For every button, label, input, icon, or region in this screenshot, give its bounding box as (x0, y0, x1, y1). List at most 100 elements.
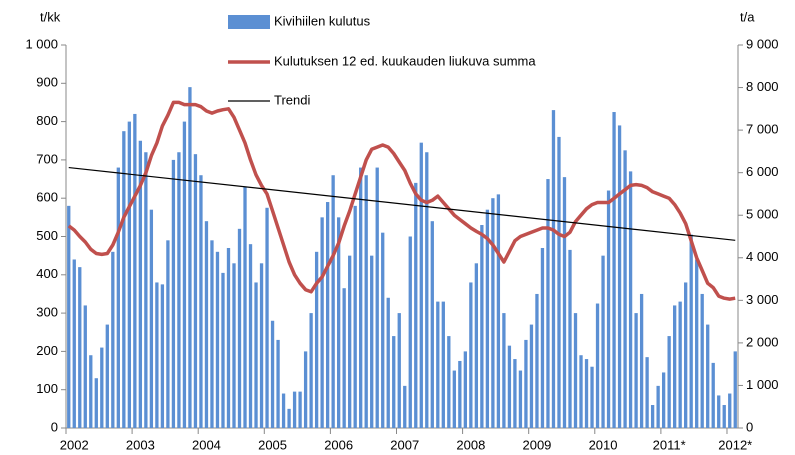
bar (237, 228, 242, 428)
bar (540, 247, 545, 428)
bar (606, 190, 611, 428)
x-tick-label: 2011* (653, 437, 686, 452)
bar (331, 175, 335, 428)
bar (573, 313, 578, 428)
y2-tick-label: 3 000 (746, 292, 779, 307)
bar (226, 247, 231, 428)
bar (562, 177, 567, 428)
y-tick-label: 500 (36, 228, 58, 243)
bar (733, 351, 737, 428)
legend-swatch (228, 15, 270, 29)
bar (133, 113, 137, 428)
y-tick-label: 1 000 (25, 36, 58, 51)
bar (210, 240, 214, 428)
bar (419, 142, 423, 429)
bar (221, 272, 225, 428)
bar (452, 370, 456, 428)
bar (72, 259, 76, 428)
bar (480, 225, 484, 428)
bar (639, 293, 644, 428)
y-tick-label: 400 (36, 266, 58, 281)
y2-tick-label: 5 000 (746, 207, 779, 222)
bar (447, 336, 451, 428)
bar (397, 313, 401, 428)
bar (386, 297, 390, 428)
bar (83, 305, 87, 428)
x-tick-label: 2010 (589, 437, 618, 452)
bar (628, 171, 633, 428)
bar (320, 217, 324, 428)
bar (568, 249, 572, 428)
x-tick-label: 2004 (192, 437, 221, 452)
bar (408, 236, 412, 428)
y-tick-label: 800 (36, 113, 58, 128)
y2-tick-label: 0 (746, 419, 753, 434)
bar (100, 347, 104, 428)
y2-tick-label: 9 000 (746, 36, 779, 51)
bar (314, 251, 319, 428)
y-axis-unit: t/kk (40, 9, 61, 24)
y-tick-label: 0 (51, 419, 58, 434)
y-tick-label: 700 (36, 151, 58, 166)
bar (325, 202, 330, 428)
bar (590, 366, 594, 428)
bar (67, 205, 71, 428)
bar (248, 244, 253, 428)
legend-label: Kivihiilen kulutus (274, 13, 371, 28)
bar (529, 324, 534, 428)
x-tick-label: 2007 (390, 437, 419, 452)
bar (728, 393, 732, 428)
bar (303, 351, 308, 428)
bar (127, 121, 131, 428)
bar (436, 301, 440, 428)
bar (270, 320, 275, 428)
bar (138, 140, 143, 428)
y2-axis-unit: t/a (740, 9, 755, 24)
bar (513, 359, 517, 428)
bar (485, 209, 490, 428)
bar (430, 221, 434, 428)
bar (364, 175, 368, 428)
y2-tick-label: 2 000 (746, 334, 779, 349)
bar (557, 136, 561, 429)
bar (706, 324, 710, 428)
bar (254, 282, 258, 428)
bar (491, 198, 495, 428)
bar (353, 205, 357, 428)
y-tick-label: 600 (36, 190, 58, 205)
bar (463, 351, 467, 428)
bar (94, 378, 98, 428)
bar (441, 301, 445, 428)
bar (634, 313, 638, 428)
bar (177, 152, 181, 429)
bar (425, 152, 429, 429)
trend-line (68, 166, 736, 241)
bar (204, 221, 209, 428)
bar (711, 362, 715, 428)
bar (496, 194, 501, 428)
bar (535, 293, 539, 428)
bar (89, 355, 93, 428)
bar (684, 282, 688, 428)
bar (276, 339, 280, 428)
bar (281, 393, 286, 428)
bar (105, 324, 109, 428)
y-tick-label: 900 (36, 75, 58, 90)
bar (78, 267, 82, 428)
bar (673, 305, 677, 428)
line-series (67, 100, 736, 301)
bar (348, 255, 352, 428)
bar (160, 284, 165, 428)
bar (144, 152, 148, 429)
x-tick-label: 2012* (718, 437, 752, 452)
bar (507, 345, 512, 428)
bar (122, 131, 126, 429)
bar (243, 186, 247, 428)
bar (265, 207, 269, 428)
bar (502, 313, 506, 428)
bar (111, 251, 115, 428)
bar (518, 370, 523, 428)
bar (375, 167, 379, 428)
legend-label: Kulutuksen 12 ed. kuukauden liukuva summ… (274, 53, 536, 68)
